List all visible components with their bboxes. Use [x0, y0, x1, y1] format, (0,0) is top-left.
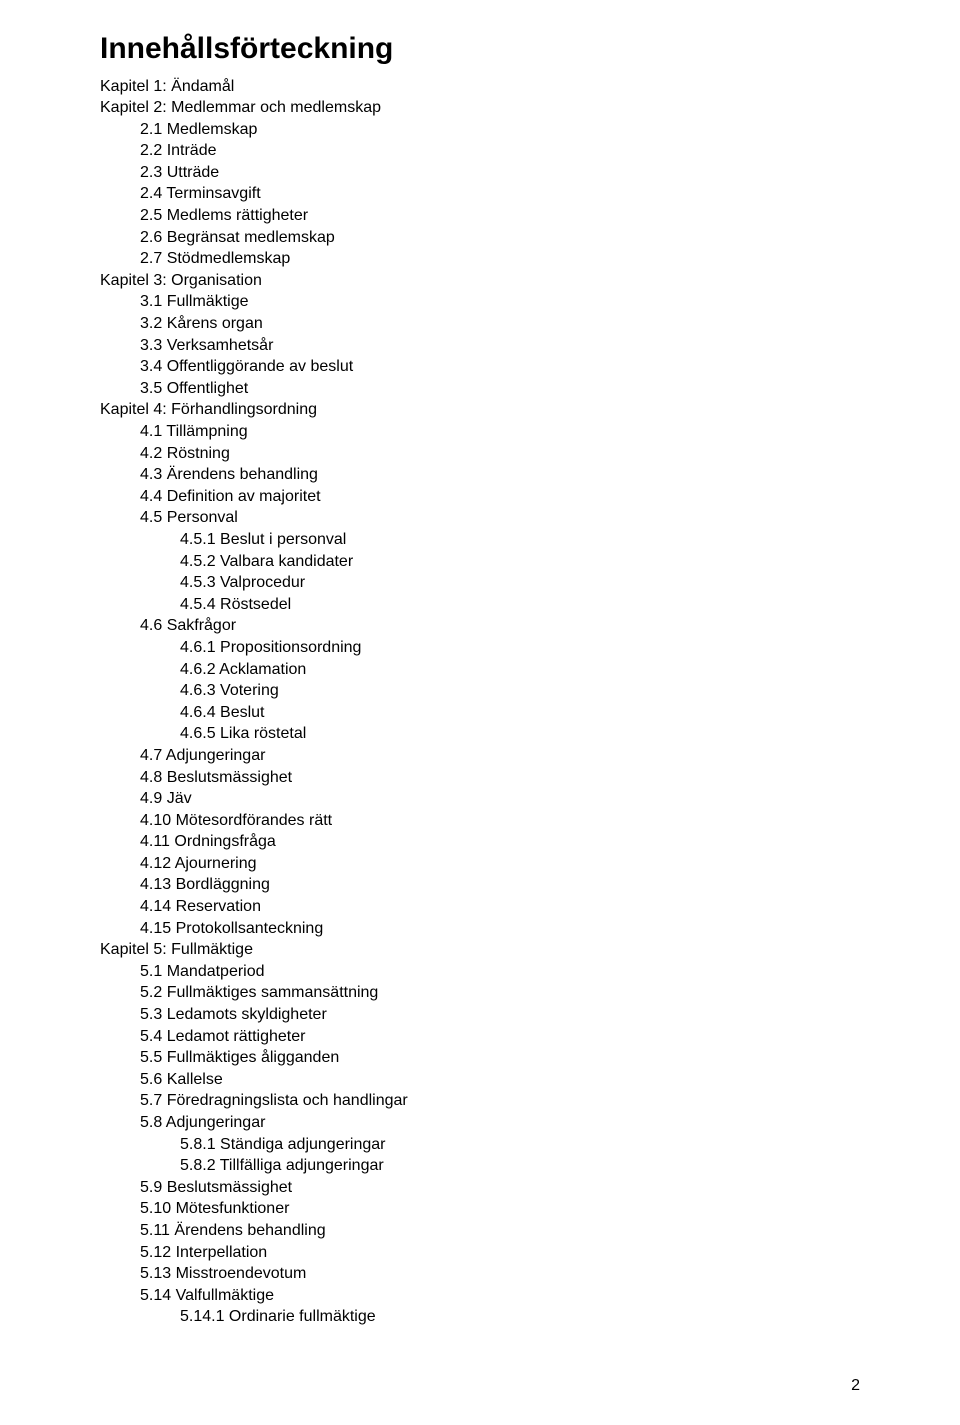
toc-entry: 2.4 Terminsavgift	[140, 183, 860, 205]
toc-entry: 5.8.1 Ständiga adjungeringar	[180, 1134, 860, 1156]
toc-entry: 2.6 Begränsat medlemskap	[140, 227, 860, 249]
toc-entry: 4.3 Ärendens behandling	[140, 464, 860, 486]
toc-entry: 5.7 Föredragningslista och handlingar	[140, 1090, 860, 1112]
toc-entry: 5.2 Fullmäktiges sammansättning	[140, 982, 860, 1004]
toc-entry: 3.2 Kårens organ	[140, 313, 860, 335]
toc-entry: 4.5.1 Beslut i personval	[180, 529, 860, 551]
toc-entry: 2.5 Medlems rättigheter	[140, 205, 860, 227]
toc-entry: 5.5 Fullmäktiges åligganden	[140, 1047, 860, 1069]
toc-entry: 4.8 Beslutsmässighet	[140, 767, 860, 789]
toc-entry: 2.3 Utträde	[140, 162, 860, 184]
toc-entry: 3.5 Offentlighet	[140, 378, 860, 400]
toc-entry: Kapitel 5: Fullmäktige	[100, 939, 860, 961]
toc-entry: 4.9 Jäv	[140, 788, 860, 810]
toc-entry: 4.6.4 Beslut	[180, 702, 860, 724]
toc-entry: 4.14 Reservation	[140, 896, 860, 918]
document-page: Innehållsförteckning Kapitel 1: ÄndamålK…	[0, 0, 960, 1425]
toc-entry: 4.5.2 Valbara kandidater	[180, 551, 860, 573]
toc-entry: 3.4 Offentliggörande av beslut	[140, 356, 860, 378]
toc-entry: Kapitel 3: Organisation	[100, 270, 860, 292]
toc-entry: 2.2 Inträde	[140, 140, 860, 162]
toc-entry: 5.6 Kallelse	[140, 1069, 860, 1091]
toc-entry: 5.12 Interpellation	[140, 1242, 860, 1264]
toc-entry: 4.4 Definition av majoritet	[140, 486, 860, 508]
toc-entry: 4.7 Adjungeringar	[140, 745, 860, 767]
toc-entry: 3.1 Fullmäktige	[140, 291, 860, 313]
toc-entry: Kapitel 2: Medlemmar och medlemskap	[100, 97, 860, 119]
toc-entry: 5.14.1 Ordinarie fullmäktige	[180, 1306, 860, 1328]
page-title: Innehållsförteckning	[100, 30, 860, 68]
toc-entry: Kapitel 4: Förhandlingsordning	[100, 399, 860, 421]
toc-entry: 5.9 Beslutsmässighet	[140, 1177, 860, 1199]
toc-entry: 5.13 Misstroendevotum	[140, 1263, 860, 1285]
toc-entry: 5.4 Ledamot rättigheter	[140, 1026, 860, 1048]
toc-entry: 4.5.4 Röstsedel	[180, 594, 860, 616]
toc-entry: 5.14 Valfullmäktige	[140, 1285, 860, 1307]
toc-entry: Kapitel 1: Ändamål	[100, 76, 860, 98]
toc-entry: 5.3 Ledamots skyldigheter	[140, 1004, 860, 1026]
toc-entry: 4.5 Personval	[140, 507, 860, 529]
toc-entry: 4.10 Mötesordförandes rätt	[140, 810, 860, 832]
toc-entry: 4.2 Röstning	[140, 443, 860, 465]
toc-entry: 5.8 Adjungeringar	[140, 1112, 860, 1134]
toc-entry: 5.10 Mötesfunktioner	[140, 1198, 860, 1220]
toc-entry: 4.6 Sakfrågor	[140, 615, 860, 637]
toc-entry: 3.3 Verksamhetsår	[140, 335, 860, 357]
toc-entry: 4.13 Bordläggning	[140, 874, 860, 896]
toc-entry: 4.1 Tillämpning	[140, 421, 860, 443]
toc-entry: 2.1 Medlemskap	[140, 119, 860, 141]
page-number: 2	[851, 1377, 860, 1395]
toc-entry: 4.6.5 Lika röstetal	[180, 723, 860, 745]
toc-entry: 4.12 Ajournering	[140, 853, 860, 875]
toc-entry: 5.8.2 Tillfälliga adjungeringar	[180, 1155, 860, 1177]
toc-entry: 4.6.2 Acklamation	[180, 659, 860, 681]
toc-entry: 2.7 Stödmedlemskap	[140, 248, 860, 270]
toc-entry: 5.1 Mandatperiod	[140, 961, 860, 983]
table-of-contents: Kapitel 1: ÄndamålKapitel 2: Medlemmar o…	[100, 76, 860, 1328]
toc-entry: 4.11 Ordningsfråga	[140, 831, 860, 853]
toc-entry: 4.15 Protokollsanteckning	[140, 918, 860, 940]
toc-entry: 4.6.3 Votering	[180, 680, 860, 702]
toc-entry: 4.6.1 Propositionsordning	[180, 637, 860, 659]
toc-entry: 5.11 Ärendens behandling	[140, 1220, 860, 1242]
toc-entry: 4.5.3 Valprocedur	[180, 572, 860, 594]
